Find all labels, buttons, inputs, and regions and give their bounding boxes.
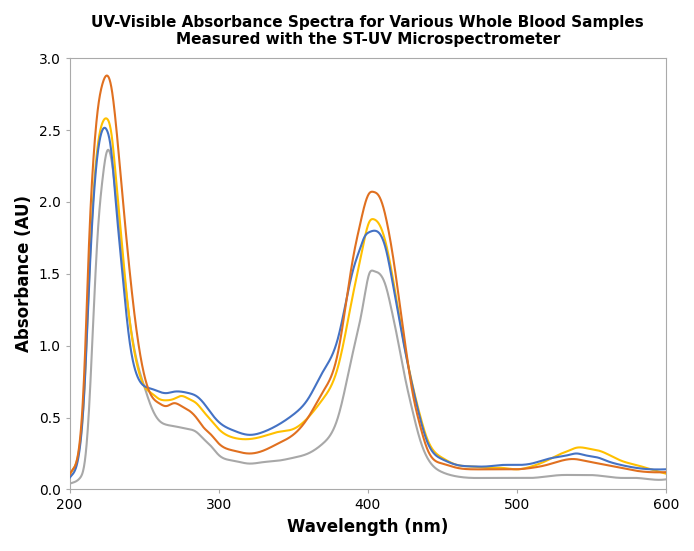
X-axis label: Wavelength (nm): Wavelength (nm) bbox=[287, 518, 448, 536]
Y-axis label: Absorbance (AU): Absorbance (AU) bbox=[15, 196, 33, 352]
Title: UV-Visible Absorbance Spectra for Various Whole Blood Samples
Measured with the : UV-Visible Absorbance Spectra for Variou… bbox=[92, 15, 644, 47]
